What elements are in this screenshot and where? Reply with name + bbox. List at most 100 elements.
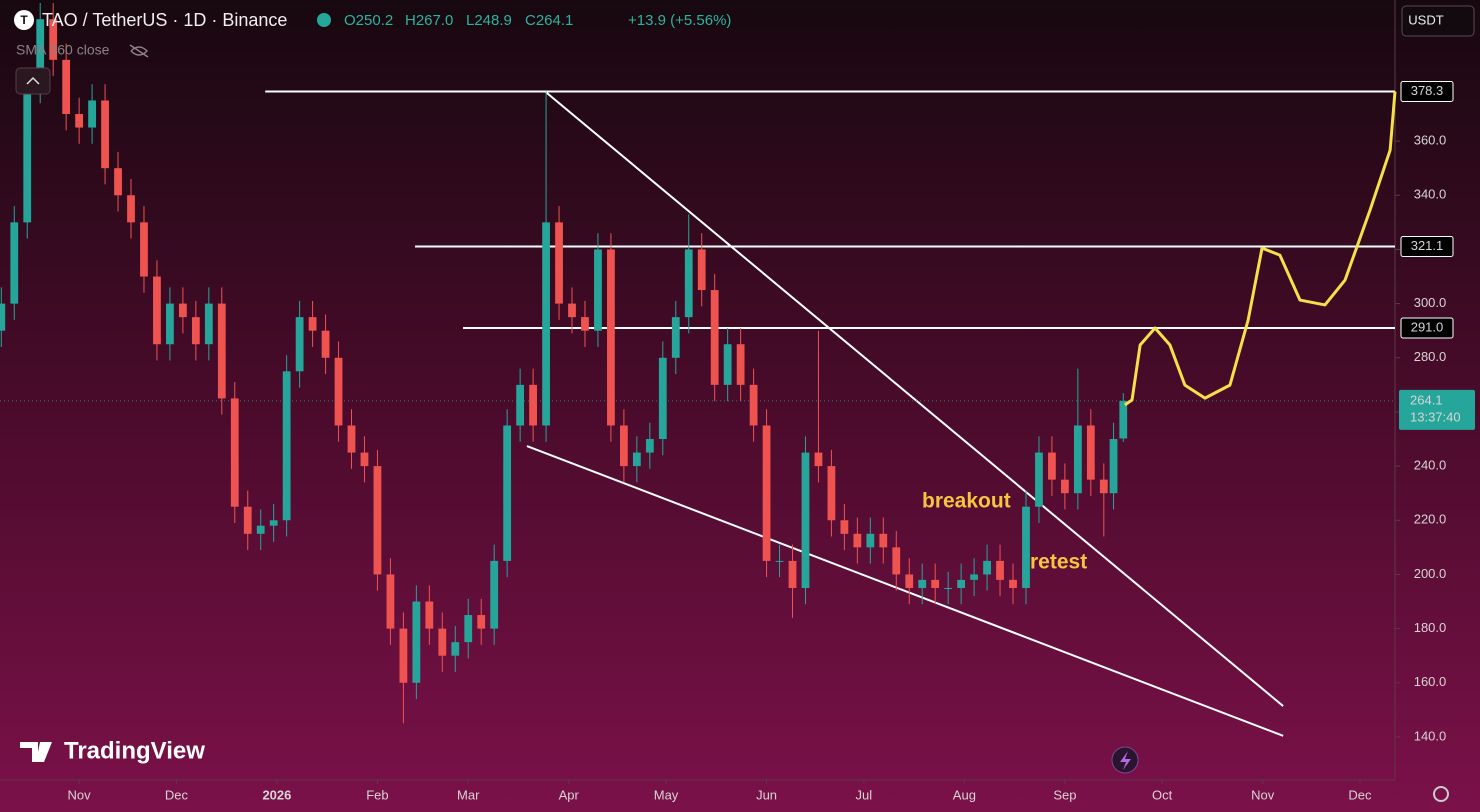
candle-body	[101, 100, 109, 169]
symbol-logo	[14, 10, 34, 30]
candle-body	[347, 425, 356, 453]
ohlc-value: L248.9	[466, 12, 512, 29]
candle-body	[62, 59, 71, 115]
candle-body	[814, 452, 823, 467]
projection-curve	[1124, 91, 1397, 407]
candle-body	[710, 290, 719, 385]
brand-logo	[20, 742, 52, 762]
collapse-button[interactable]	[15, 67, 51, 95]
candle-body	[256, 525, 265, 534]
candle-body	[594, 249, 602, 331]
y-tick-label: 140.0	[1414, 728, 1447, 743]
candle-body	[1099, 479, 1108, 494]
x-tick-label: Feb	[366, 787, 388, 802]
annotation: retest	[1030, 551, 1087, 574]
x-tick-label: Jun	[756, 787, 777, 802]
candle-body	[269, 520, 278, 526]
candle-body	[438, 628, 447, 656]
candle-body	[892, 547, 901, 575]
candle-body	[788, 560, 797, 588]
candle-body	[178, 303, 187, 318]
x-tick-label: Mar	[457, 787, 480, 802]
countdown-label: 13:37:40	[1410, 409, 1461, 424]
candle-body	[983, 560, 991, 575]
axes: 140.0160.0180.0200.0220.0240.0260.0280.0…	[68, 81, 1475, 802]
ohlc-legend: O250.2 H267.0 L248.9 C264.1 +13.9 (+5.56%)	[344, 12, 731, 29]
y-tick-label: 220.0	[1414, 512, 1447, 527]
x-tick-label: Aug	[953, 787, 976, 802]
symbol-title[interactable]: TAO / TetherUS · 1D · Binance	[42, 10, 287, 30]
candle-body	[1048, 452, 1056, 480]
candle-body	[918, 579, 927, 588]
candle-body	[0, 303, 6, 331]
candle-body	[243, 506, 252, 534]
candle-body	[503, 425, 512, 561]
candle-body	[282, 371, 291, 521]
candle-body	[607, 249, 615, 426]
candle-body	[645, 439, 654, 453]
currency-button[interactable]	[1401, 5, 1475, 37]
candle-body	[542, 222, 550, 426]
x-tick-label: May	[654, 787, 679, 802]
candle-body	[671, 317, 680, 358]
y-tick-label: 340.0	[1414, 187, 1447, 202]
candle-body	[166, 303, 174, 345]
market-status	[317, 13, 331, 27]
x-tick-label: Oct	[1152, 787, 1173, 802]
symbol-logo-letter: T	[20, 13, 28, 27]
y-tick-label: 300.0	[1414, 295, 1447, 310]
candle-body	[516, 384, 525, 426]
plot	[0, 2, 1397, 737]
annotation: breakout	[922, 490, 1011, 513]
candle-body	[127, 195, 135, 223]
candle-body	[762, 425, 771, 561]
candle-body	[412, 601, 421, 683]
settings-button[interactable]	[1433, 786, 1449, 802]
candle-body	[114, 168, 122, 196]
candle-body	[658, 357, 667, 440]
level-label: 321.1	[1411, 238, 1444, 253]
candle-body	[529, 384, 537, 426]
candle-body	[75, 114, 84, 128]
level-label-box	[1400, 235, 1454, 257]
candle-body	[555, 222, 563, 304]
candle-body	[697, 249, 706, 291]
candle-body	[827, 466, 836, 521]
candle-body	[308, 317, 317, 331]
x-tick-label: Nov	[1251, 787, 1275, 802]
candle-body	[230, 398, 239, 507]
x-tick-label: Nov	[68, 787, 92, 802]
candle-body	[853, 533, 862, 548]
collapse-icon	[26, 76, 40, 85]
x-tick-label: Sep	[1053, 787, 1076, 802]
candle-body	[451, 642, 460, 656]
candle-body	[620, 425, 628, 467]
currency-label: USDT	[1408, 12, 1443, 27]
candle-body	[386, 574, 395, 629]
alert-icon	[1120, 751, 1131, 770]
candle-body	[1119, 400, 1128, 439]
candle-body	[36, 19, 45, 87]
candle-body	[905, 574, 914, 588]
ohlc-value: C264.1	[525, 12, 573, 29]
trendline	[526, 445, 1284, 737]
candle-body	[1009, 579, 1017, 588]
y-tick-label: 180.0	[1414, 620, 1447, 635]
candle-body	[334, 357, 343, 426]
candle-body	[140, 222, 148, 277]
x-tick-label: Dec	[1348, 787, 1372, 802]
indicator-label[interactable]: SMA 360 close	[16, 42, 110, 58]
candle-body	[10, 222, 19, 304]
candle-body	[399, 628, 408, 683]
candle-body	[723, 344, 732, 385]
candle-body	[568, 303, 576, 318]
visibility-icon[interactable]	[129, 44, 149, 58]
x-tick-label: Jul	[856, 787, 873, 802]
brand-name: TradingView	[64, 737, 205, 764]
last-price-box	[1399, 389, 1475, 430]
candle-body	[295, 317, 304, 372]
candle-body	[360, 452, 369, 467]
